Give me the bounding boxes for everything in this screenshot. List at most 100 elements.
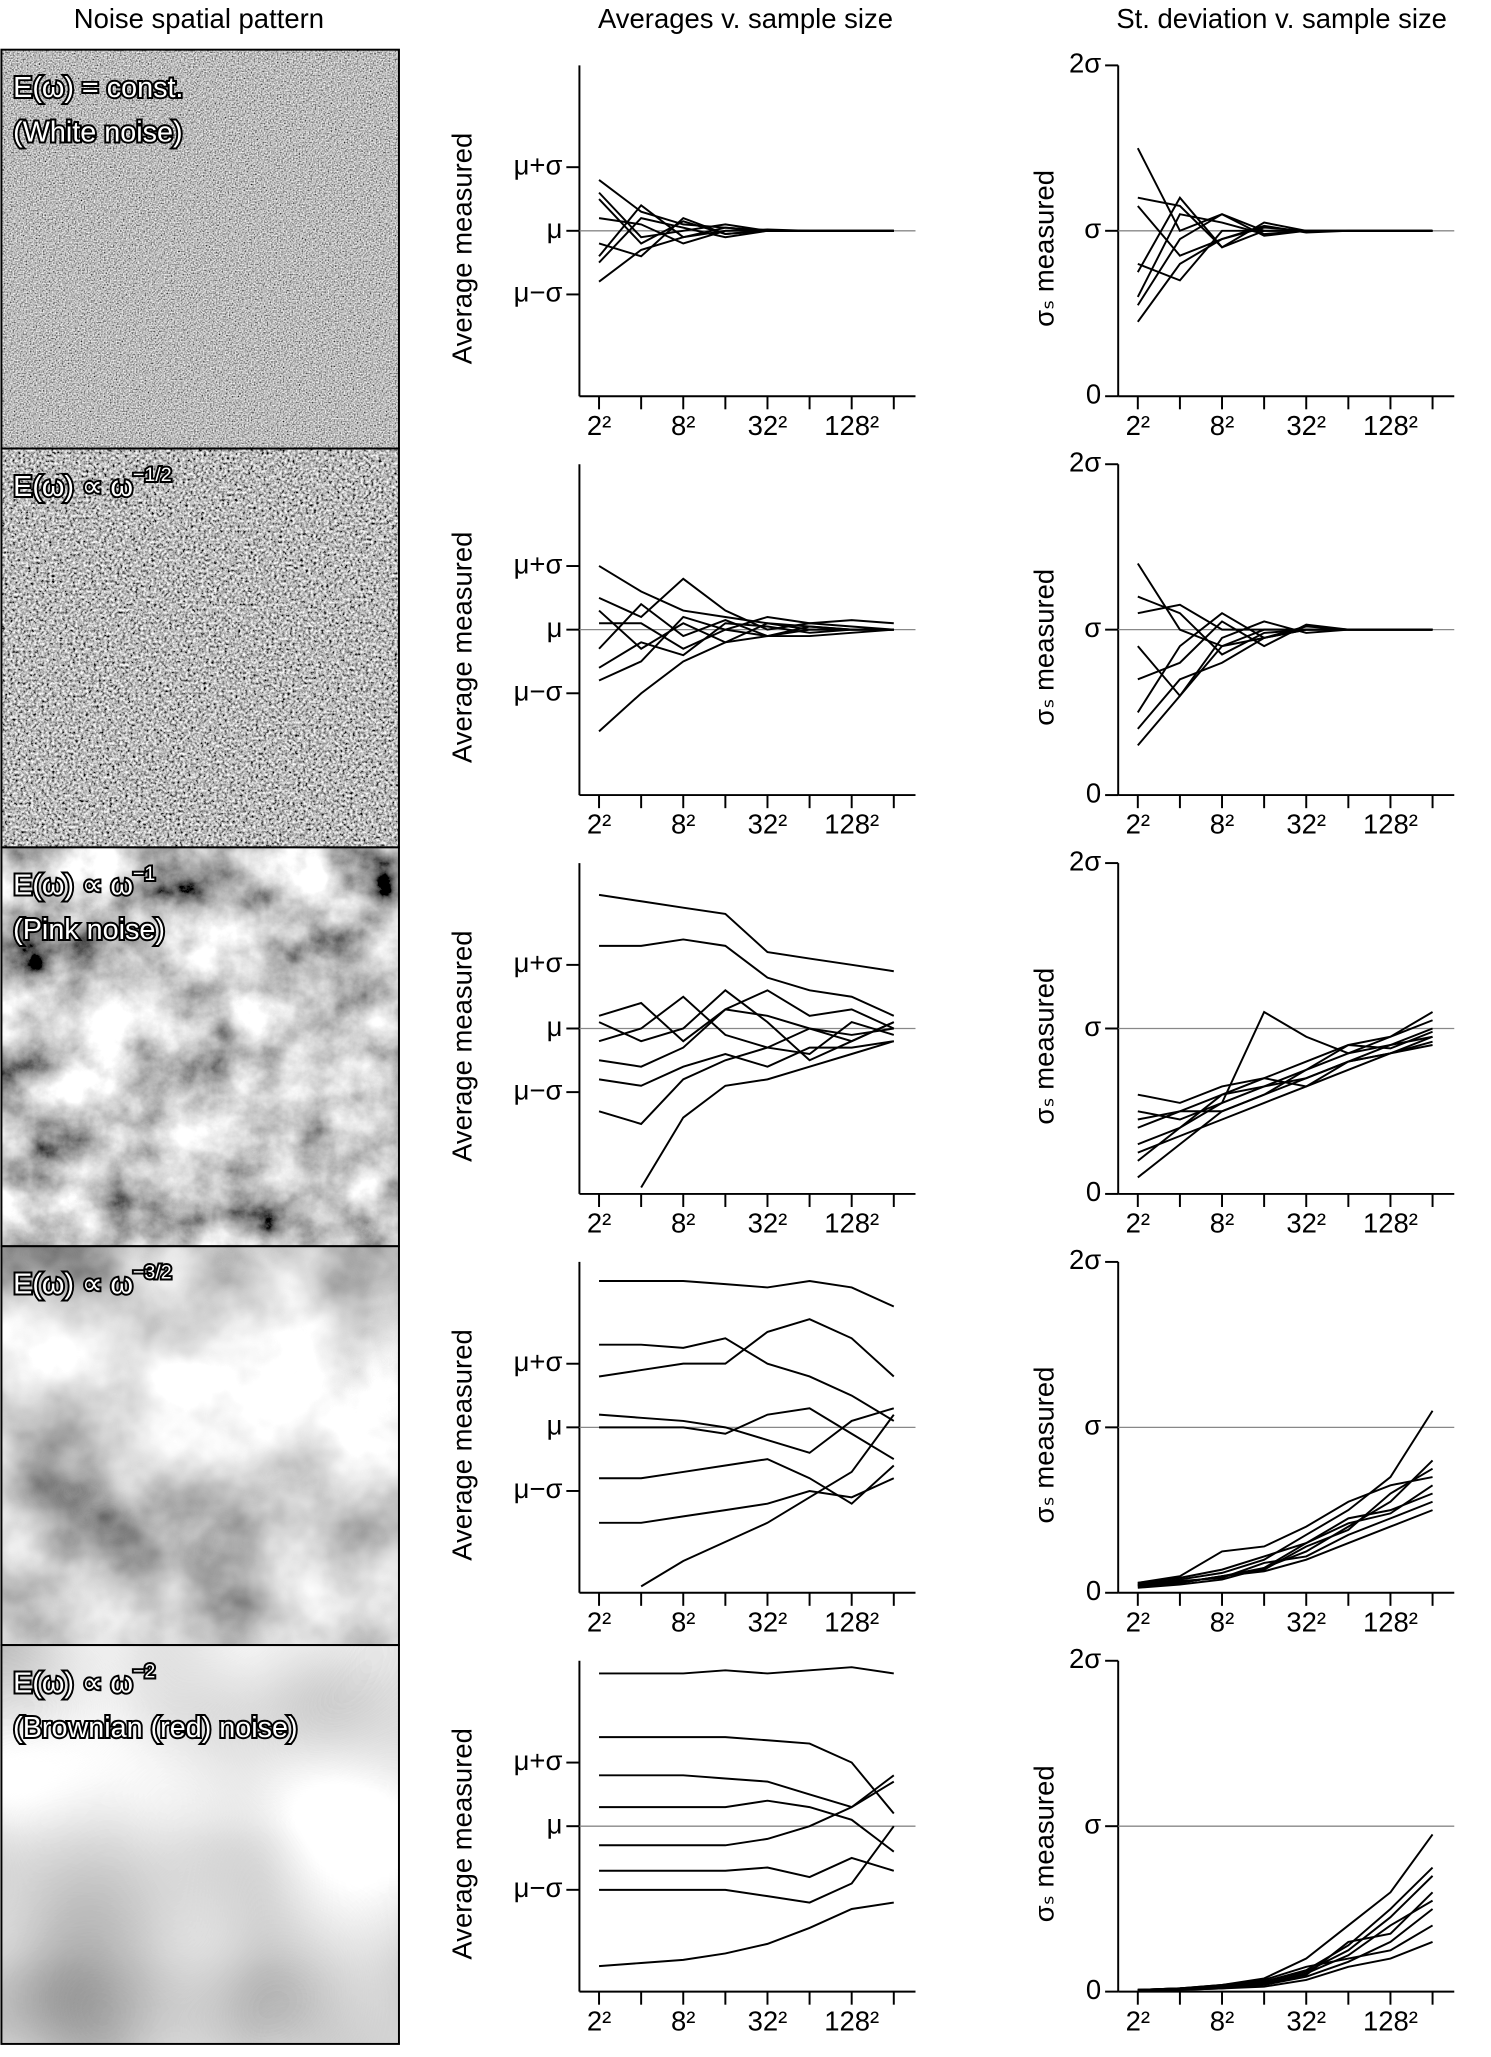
x-tick-label: 8² [1210,809,1234,840]
series-line [1137,1476,1433,1584]
x-tick-label: 128² [1363,2005,1418,2036]
series-line [1137,1011,1434,1104]
series-line [598,1318,895,1378]
panel-label-exponent: −1/2 [133,464,172,486]
y-axis-title: Average measured [447,1728,478,1959]
y-tick-label: σ [1084,1808,1101,1839]
y-axis-title: σₛ measured [1029,1367,1060,1524]
series-line [1137,1410,1434,1586]
y-tick-label: 0 [1086,1575,1101,1606]
series-line [598,1901,894,1968]
series-line [598,995,895,1056]
y-tick-label: σ [1084,213,1101,244]
panel-label: E(ω) ∝ ω−2 [13,1661,155,1699]
column-header: St. deviation v. sample size [1116,3,1447,34]
y-tick-label: μ [547,1410,563,1441]
x-tick-label: 2² [1126,410,1150,441]
series-line [599,1407,895,1460]
column-header: Noise spatial pattern [74,3,324,34]
series-line [599,1458,895,1505]
panel-label: E(ω) ∝ ω−3/2 [13,1262,171,1300]
series-line [1137,1866,1434,1991]
noise-image [1,1246,399,1646]
y-tick-label: μ−σ [514,1872,563,1903]
x-tick-label: 128² [824,1606,879,1637]
series-line [598,989,895,1043]
y-tick-label: 2σ [1069,48,1101,79]
y-tick-label: 0 [1086,1974,1101,2005]
y-tick-label: μ+σ [514,1346,563,1377]
panel-label-base: E(ω) ∝ ω [13,869,133,901]
series-line [1137,196,1433,249]
panel-label-base: E(ω) ∝ ω [13,470,133,502]
y-axis-title: σₛ measured [1029,968,1060,1125]
x-tick-label: 128² [1363,809,1418,840]
x-tick-label: 8² [671,1208,695,1239]
x-tick-label: 128² [824,809,879,840]
series-line [1136,147,1433,233]
y-axis-title: σₛ measured [1029,1765,1060,1922]
series-line [1137,1492,1433,1589]
x-tick-label: 128² [824,2005,879,2036]
y-axis-title: σₛ measured [1029,569,1060,726]
panel-label-base: E(ω) = const. [13,72,183,104]
series-line [599,1736,895,1815]
panel-label: E(ω) = const. [13,72,183,104]
y-tick-label: 2σ [1069,845,1101,876]
y-tick-label: μ+σ [514,548,563,579]
y-tick-label: 2σ [1069,446,1101,477]
panel-label-base: (White noise) [13,116,182,148]
panel-label-exponent: −1 [133,863,155,885]
series-line [598,602,894,650]
y-tick-label: 0 [1086,777,1101,808]
y-tick-label: 0 [1086,1176,1101,1207]
series-line [1137,226,1433,323]
series-line [640,1040,895,1189]
x-tick-label: 2² [1126,1606,1150,1637]
y-tick-label: μ+σ [514,149,563,180]
series-line [1137,1500,1433,1586]
x-tick-label: 2² [587,410,611,441]
x-tick-label: 2² [1126,809,1150,840]
y-tick-label: μ−σ [514,277,563,308]
x-tick-label: 8² [1210,1606,1234,1637]
noise-image [1,49,399,449]
x-tick-label: 128² [1363,410,1418,441]
series-line [598,1040,894,1087]
x-tick-label: 32² [748,809,788,840]
series-line [599,1280,895,1308]
y-tick-label: μ [547,1808,563,1839]
panel-label-base: E(ω) ∝ ω [13,1667,133,1699]
panel-label-base: E(ω) ∝ ω [13,1268,133,1300]
y-axis-title: Average measured [447,133,478,364]
noise-frame [0,1644,400,2045]
x-tick-label: 2² [1126,2005,1150,2036]
series-line [599,1780,895,1847]
x-tick-label: 2² [587,2005,611,2036]
x-tick-label: 32² [748,1208,788,1239]
series-line [1137,1010,1433,1121]
x-tick-label: 2² [587,1208,611,1239]
series-line [1136,213,1433,306]
x-tick-label: 128² [1363,1606,1418,1637]
y-tick-label: 2σ [1069,1643,1101,1674]
panel-label: (White noise) [13,116,182,148]
y-tick-label: σ [1084,612,1101,643]
x-tick-label: 32² [1286,1208,1326,1239]
x-tick-label: 8² [671,2005,695,2036]
x-tick-label: 2² [1126,1208,1150,1239]
x-tick-label: 8² [671,1606,695,1637]
y-axis-title: σₛ measured [1029,170,1060,327]
x-tick-label: 8² [1210,410,1234,441]
x-tick-label: 32² [748,410,788,441]
y-tick-label: μ−σ [514,1074,563,1105]
x-tick-label: 32² [1286,410,1326,441]
series-line [598,615,894,682]
series-line [1137,603,1433,631]
series-line [598,628,894,733]
panel-label-exponent: −3/2 [133,1262,172,1284]
series-line [599,1666,894,1675]
series-line [1137,1509,1433,1586]
